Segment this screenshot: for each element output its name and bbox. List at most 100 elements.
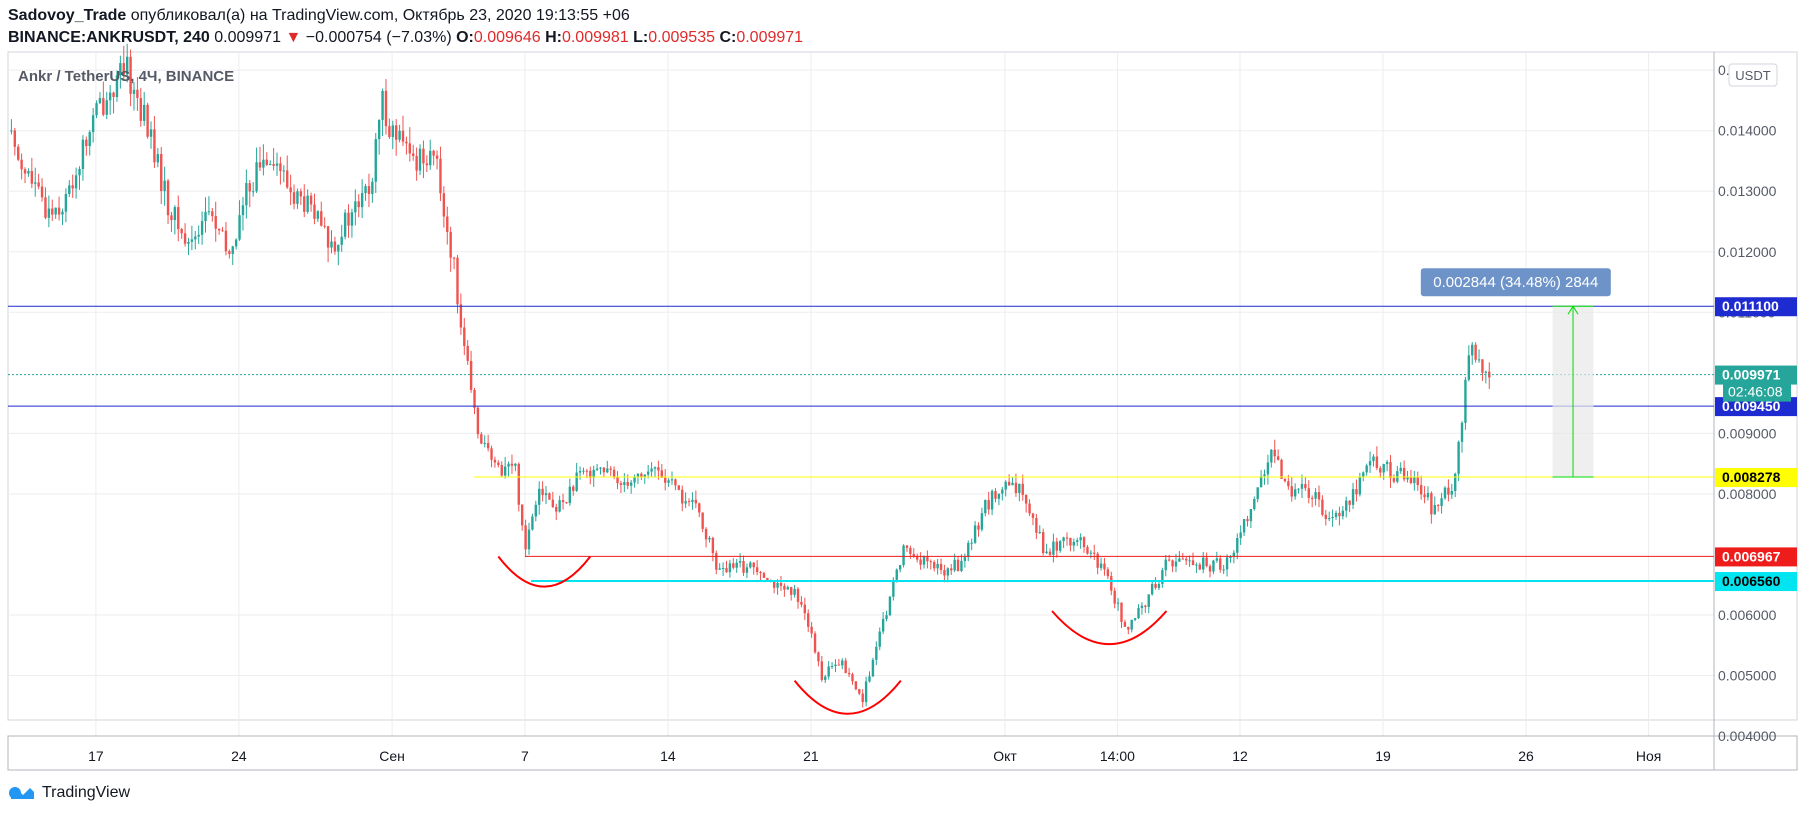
candle-body bbox=[623, 482, 626, 485]
candle-body bbox=[251, 191, 255, 193]
candle-body bbox=[708, 537, 711, 540]
candle-body bbox=[1208, 566, 1212, 572]
candle-body bbox=[888, 596, 892, 616]
candle-body bbox=[493, 459, 497, 463]
candle-body bbox=[1266, 462, 1270, 475]
candle-body bbox=[664, 477, 667, 483]
candle-body bbox=[1273, 449, 1276, 457]
candle-body bbox=[337, 244, 340, 252]
candle-body bbox=[1086, 547, 1089, 554]
candle-body bbox=[619, 483, 623, 485]
candle-body bbox=[1334, 512, 1338, 517]
price-change: −0.000754 (−7.03%) bbox=[305, 29, 452, 46]
candle-body bbox=[1433, 505, 1436, 515]
candle-body bbox=[1416, 477, 1419, 486]
x-tick-label: Окт bbox=[993, 748, 1017, 764]
candle-body bbox=[1048, 551, 1052, 555]
measure-label: 0.002844 (34.48%) 2844 bbox=[1433, 274, 1598, 291]
candle-body bbox=[687, 501, 691, 503]
candle-body bbox=[681, 489, 684, 504]
candle-body bbox=[1300, 484, 1304, 489]
low-label: L: bbox=[633, 29, 649, 46]
candle-body bbox=[1133, 618, 1137, 620]
candle-body bbox=[282, 170, 286, 172]
candle-body bbox=[1147, 594, 1150, 607]
currency-button-label[interactable]: USDT bbox=[1735, 68, 1770, 83]
symbol-name: BINANCE:ANKRUSDT, 240 bbox=[8, 29, 210, 46]
candle-body bbox=[1219, 558, 1222, 570]
candle-body bbox=[1310, 497, 1314, 499]
low-value: 0.009535 bbox=[648, 29, 715, 46]
candle-body bbox=[1341, 510, 1345, 517]
candle-body bbox=[394, 125, 398, 140]
candle-body bbox=[88, 132, 91, 147]
candle-body bbox=[1041, 532, 1045, 554]
candle-body bbox=[643, 474, 646, 478]
candle-body bbox=[827, 666, 830, 677]
candle-body bbox=[221, 230, 224, 232]
candle-body bbox=[204, 211, 207, 222]
candle-body bbox=[820, 661, 824, 680]
candle-body bbox=[1045, 551, 1048, 554]
candle-body bbox=[1399, 467, 1402, 472]
footer-brand-label[interactable]: TradingView bbox=[42, 784, 131, 801]
candle-body bbox=[68, 185, 71, 194]
candle-body bbox=[1450, 490, 1454, 495]
candle-body bbox=[343, 212, 347, 237]
price-badge bbox=[1715, 297, 1797, 317]
x-tick-label: 12 bbox=[1232, 748, 1248, 764]
candle-body bbox=[653, 467, 657, 469]
candle-body bbox=[1484, 371, 1488, 373]
candle-body bbox=[139, 98, 143, 121]
candle-body bbox=[320, 211, 323, 226]
candle-body bbox=[306, 195, 309, 212]
candle-body bbox=[984, 500, 987, 514]
candle-body bbox=[1031, 513, 1035, 518]
candle-body bbox=[459, 304, 463, 328]
candle-body bbox=[149, 129, 153, 137]
candle-body bbox=[657, 467, 660, 471]
candle-body bbox=[1276, 456, 1280, 460]
candle-body bbox=[1212, 560, 1215, 572]
y-tick-label: 0.013000 bbox=[1718, 183, 1777, 199]
candle-body bbox=[762, 573, 766, 578]
candle-body bbox=[551, 499, 555, 507]
candle-body bbox=[398, 130, 401, 140]
candle-body bbox=[415, 155, 418, 171]
candle-body bbox=[503, 466, 507, 476]
candle-body bbox=[1413, 477, 1416, 484]
candle-body bbox=[296, 191, 299, 204]
candle-body bbox=[667, 480, 670, 483]
candle-body bbox=[629, 482, 633, 486]
candle-body bbox=[473, 389, 476, 408]
candle-body bbox=[1457, 441, 1460, 474]
time-axis-box bbox=[7, 735, 1798, 771]
author-name[interactable]: Sadovoy_Trade bbox=[8, 7, 127, 24]
candle-body bbox=[1001, 489, 1004, 494]
candle-body bbox=[1065, 537, 1069, 539]
candle-body bbox=[374, 139, 377, 182]
x-tick-label: 17 bbox=[88, 748, 104, 764]
candle-body bbox=[1069, 537, 1072, 546]
candle-body bbox=[197, 234, 200, 237]
candle-body bbox=[725, 568, 728, 573]
candle-body bbox=[1035, 517, 1038, 533]
candle-body bbox=[1123, 622, 1127, 627]
candle-body bbox=[1184, 558, 1188, 561]
candle-body bbox=[1154, 583, 1157, 588]
candle-body bbox=[824, 676, 827, 680]
candle-body bbox=[1120, 602, 1123, 623]
candle-body bbox=[1059, 541, 1062, 551]
candle-body bbox=[360, 193, 364, 208]
candle-body bbox=[23, 169, 27, 174]
candle-body bbox=[439, 158, 442, 194]
candle-body bbox=[1471, 344, 1474, 356]
countdown-badge bbox=[1723, 382, 1791, 402]
candle-body bbox=[1191, 560, 1195, 566]
candle-body bbox=[47, 208, 51, 218]
candle-body bbox=[1106, 569, 1110, 577]
candle-body bbox=[912, 554, 915, 557]
price-badge bbox=[1715, 397, 1797, 417]
